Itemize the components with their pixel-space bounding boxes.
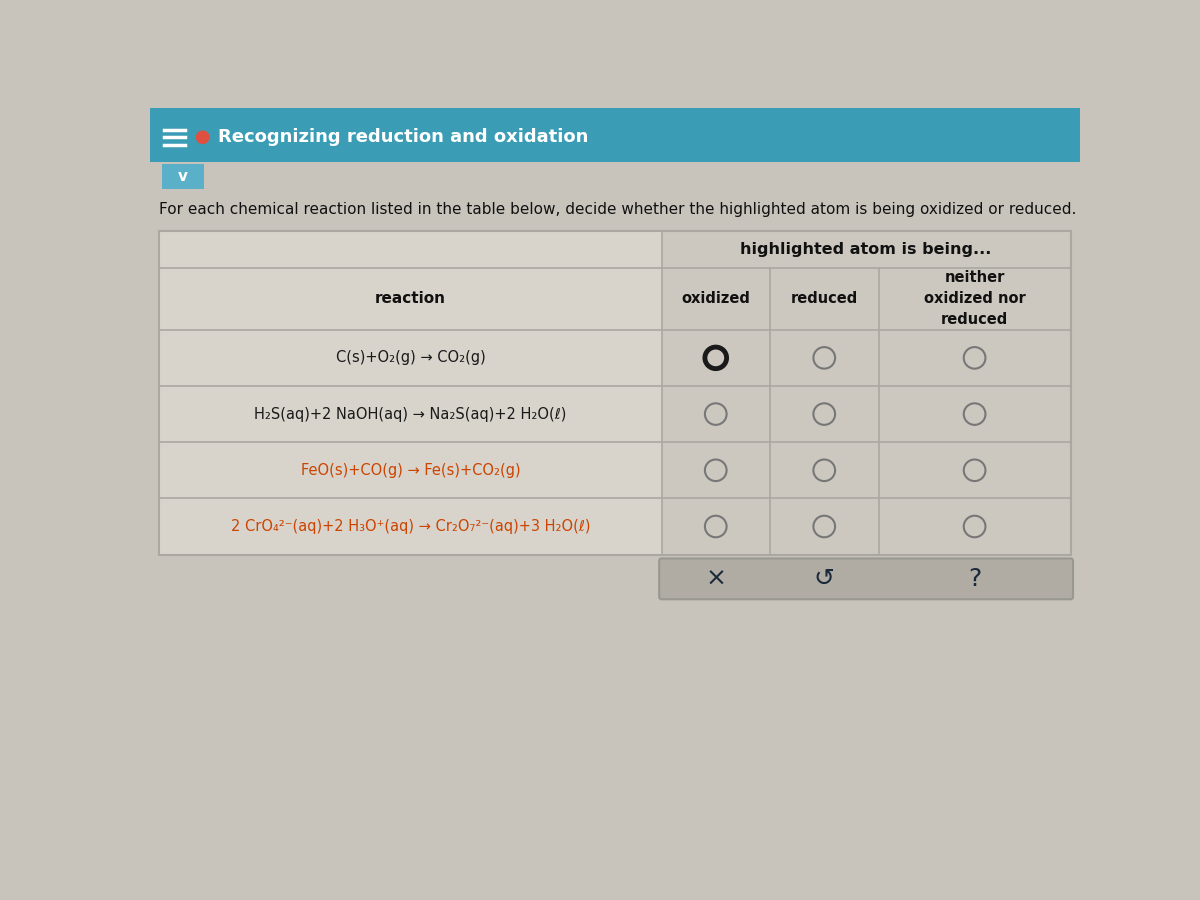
Text: FeO(s)+CO(g) → Fe(s)+CO₂(g): FeO(s)+CO(g) → Fe(s)+CO₂(g) (300, 463, 521, 478)
Text: reduced: reduced (791, 292, 858, 307)
Bar (150, 108, 1080, 162)
Circle shape (197, 131, 209, 143)
Text: ?: ? (968, 567, 982, 591)
Text: C(s)+O₂(g) → CO₂(g): C(s)+O₂(g) → CO₂(g) (336, 350, 485, 365)
Text: For each chemical reaction listed in the table below, decide whether the highlig: For each chemical reaction listed in the… (160, 202, 1076, 217)
Bar (162, 164, 204, 189)
Text: oxidized: oxidized (682, 292, 750, 307)
Text: H₂S(aq)+2 NaOH(aq) → Na₂S(aq)+2 H₂O(ℓ): H₂S(aq)+2 NaOH(aq) → Na₂S(aq)+2 H₂O(ℓ) (254, 407, 566, 421)
Text: reaction: reaction (374, 292, 446, 307)
Text: 2 CrO₄²⁻(aq)+2 H₃O⁺(aq) → Cr₂O₇²⁻(aq)+3 H₂O(ℓ): 2 CrO₄²⁻(aq)+2 H₃O⁺(aq) → Cr₂O₇²⁻(aq)+3 … (230, 519, 590, 534)
Text: ↺: ↺ (814, 567, 835, 591)
Bar (160, 231, 1070, 554)
Bar (160, 231, 661, 554)
Text: Recognizing reduction and oxidation: Recognizing reduction and oxidation (218, 129, 588, 147)
FancyBboxPatch shape (659, 558, 1073, 599)
Text: ×: × (706, 567, 726, 591)
Text: neither
oxidized nor
reduced: neither oxidized nor reduced (924, 271, 1026, 328)
Text: highlighted atom is being...: highlighted atom is being... (740, 242, 991, 257)
Bar (661, 231, 1070, 554)
Text: v: v (178, 169, 187, 184)
